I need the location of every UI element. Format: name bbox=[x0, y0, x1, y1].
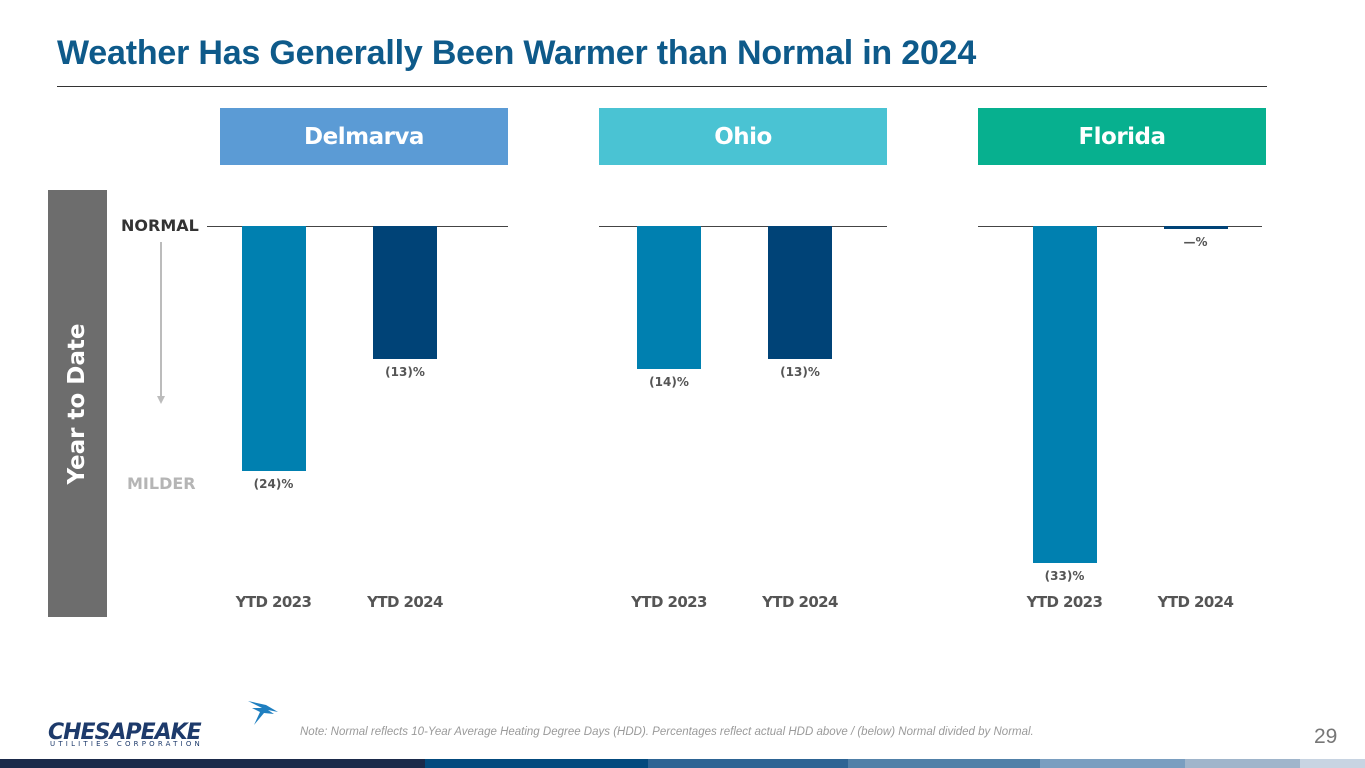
footer-segment bbox=[648, 759, 848, 768]
footer-segment bbox=[1040, 759, 1185, 768]
logo-wordmark: CHESAPEAKE bbox=[48, 720, 202, 745]
footer-segment bbox=[848, 759, 1040, 768]
footer-segment bbox=[1300, 759, 1365, 768]
bird-logo-icon bbox=[248, 701, 278, 725]
normal-baseline bbox=[599, 226, 887, 227]
category-label: YTD 2023 bbox=[631, 593, 707, 611]
data-label: (14)% bbox=[649, 374, 689, 389]
region-header-delmarva: Delmarva bbox=[220, 108, 508, 165]
footnote: Note: Normal reflects 10-Year Average He… bbox=[300, 726, 1034, 738]
year-to-date-label: Year to Date bbox=[64, 323, 90, 485]
bar-ohio-ytd-2023 bbox=[637, 226, 701, 369]
milder-arrow-icon bbox=[160, 242, 162, 398]
footer-segment bbox=[425, 759, 648, 768]
category-label: YTD 2024 bbox=[1157, 593, 1234, 611]
bar-florida-ytd-2024 bbox=[1163, 226, 1228, 229]
logo-subtitle: UTILITIES CORPORATION bbox=[50, 740, 203, 748]
data-label: (33)% bbox=[1044, 568, 1085, 583]
normal-label: NORMAL bbox=[121, 216, 199, 235]
title-divider bbox=[57, 86, 1267, 87]
chesapeake-logo: CHESAPEAKE UTILITIES CORPORATION bbox=[48, 700, 288, 748]
category-label: YTD 2024 bbox=[762, 593, 838, 611]
milder-label: MILDER bbox=[127, 474, 196, 493]
slide-title: Weather Has Generally Been Warmer than N… bbox=[57, 34, 977, 72]
year-to-date-panel bbox=[48, 190, 107, 617]
region-header-ohio: Ohio bbox=[599, 108, 887, 165]
normal-baseline bbox=[978, 226, 1262, 227]
bar-delmarva-ytd-2024 bbox=[373, 226, 437, 359]
data-label: —% bbox=[1183, 234, 1208, 249]
footer-segment bbox=[1185, 759, 1300, 768]
category-label: YTD 2023 bbox=[1026, 593, 1103, 611]
bar-delmarva-ytd-2023 bbox=[241, 226, 306, 471]
bar-florida-ytd-2023 bbox=[1032, 226, 1097, 563]
data-label: (13)% bbox=[385, 364, 425, 379]
category-label: YTD 2024 bbox=[367, 593, 443, 611]
bar-ohio-ytd-2024 bbox=[768, 226, 832, 359]
category-label: YTD 2023 bbox=[235, 593, 312, 611]
normal-baseline bbox=[207, 226, 508, 227]
footer-color-bar bbox=[0, 759, 1365, 768]
data-label: (13)% bbox=[780, 364, 820, 379]
footer-segment bbox=[0, 759, 425, 768]
data-label: (24)% bbox=[253, 476, 294, 491]
region-header-florida: Florida bbox=[978, 108, 1266, 165]
arrow-down-icon bbox=[157, 396, 165, 404]
page-number: 29 bbox=[1314, 725, 1338, 748]
